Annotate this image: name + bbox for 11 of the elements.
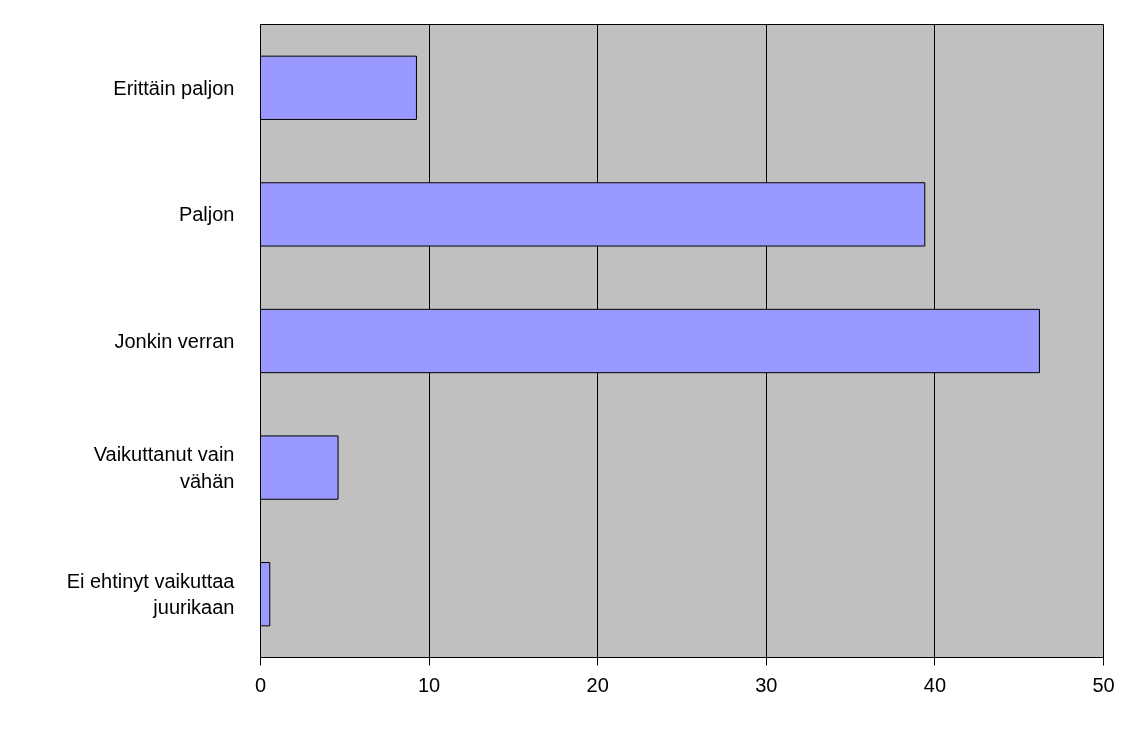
x-tick-label: 0 <box>254 673 267 696</box>
y-tick-label: Vaikuttanut vain vähän <box>93 443 235 492</box>
y-tick-label: Ei ehtinyt vaikuttaa juurikaan <box>66 570 236 619</box>
x-tick-label: 10 <box>417 673 441 696</box>
y-tick-label: Erittäin paljon <box>113 76 235 99</box>
y-tick-label: Jonkin verran <box>114 330 235 352</box>
x-tick-label: 50 <box>1092 673 1115 696</box>
x-tick-label: 20 <box>586 673 609 696</box>
x-tick-label: 40 <box>923 673 947 696</box>
x-tick-label: 30 <box>755 673 778 696</box>
y-tick-label: Paljon <box>178 203 235 226</box>
